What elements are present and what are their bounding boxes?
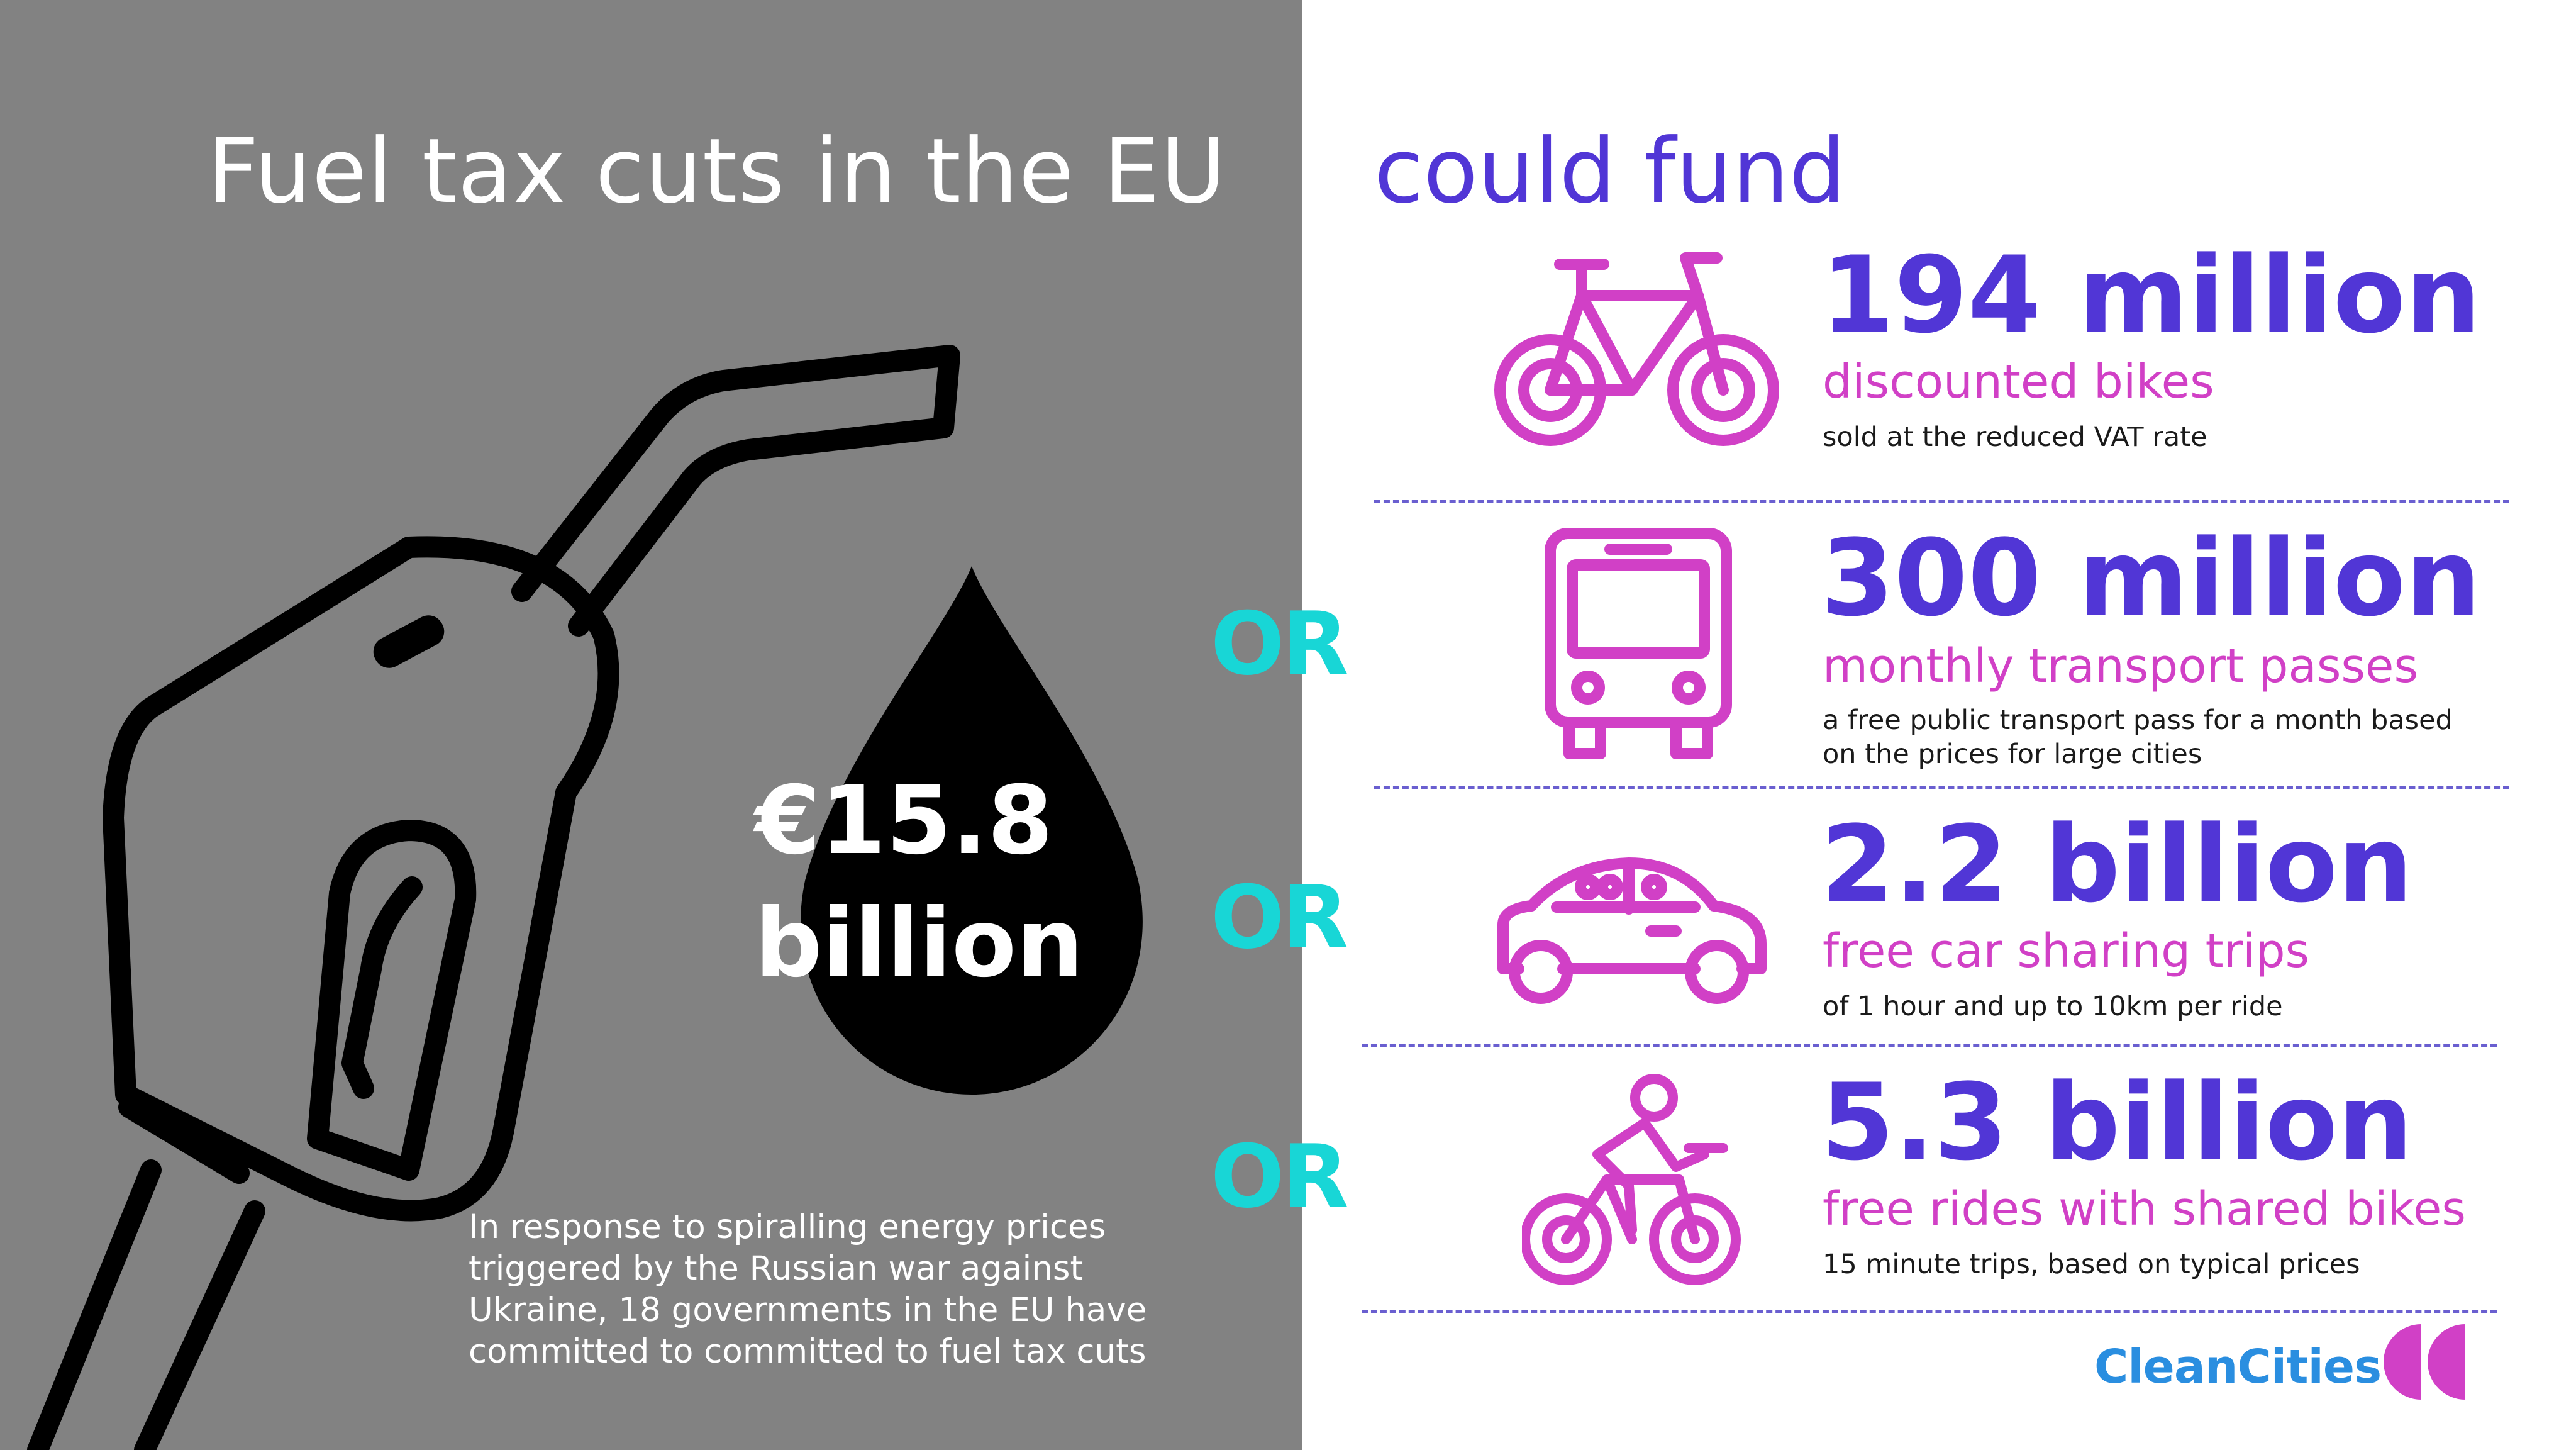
car-sharing-label: free car sharing trips bbox=[1823, 924, 2310, 978]
context-paragraph: In response to spiralling energy prices … bbox=[469, 1207, 1198, 1373]
cleancities-logo-icon bbox=[2384, 1324, 2465, 1400]
divider bbox=[1362, 1310, 2497, 1313]
cleancities-logo-text: CleanCities bbox=[2094, 1340, 2382, 1394]
car-sharing-value: 2.2 billion bbox=[1821, 803, 2413, 926]
bikes-label: discounted bikes bbox=[1823, 355, 2214, 409]
could-fund-heading: could fund bbox=[1374, 120, 1846, 223]
shared-bikes-note: 15 minute trips, based on typical prices bbox=[1823, 1247, 2360, 1281]
fuel-nozzle-icon bbox=[27, 345, 960, 1450]
context-line: triggered by the Russian war against bbox=[469, 1249, 1084, 1288]
transport-passes-value: 300 million bbox=[1821, 516, 2481, 640]
left-panel: Fuel tax cuts in the EU €15.8 billion In… bbox=[0, 0, 1302, 1450]
note-line: of 1 hour and up to 10km per ride bbox=[1823, 991, 2283, 1022]
divider bbox=[1374, 500, 2509, 503]
or-label: OR bbox=[1211, 1126, 1349, 1227]
shared-bikes-label: free rides with shared bikes bbox=[1823, 1182, 2466, 1236]
divider bbox=[1362, 1044, 2497, 1047]
right-panel bbox=[1302, 0, 2576, 1450]
fuel-tax-amount-unit: billion bbox=[755, 889, 1084, 998]
note-line: 15 minute trips, based on typical prices bbox=[1823, 1249, 2360, 1280]
oil-drop-icon bbox=[801, 566, 1143, 1095]
cyclist-icon bbox=[1522, 1074, 1741, 1285]
context-line: In response to spiralling energy prices bbox=[469, 1208, 1106, 1246]
transport-passes-label: monthly transport passes bbox=[1823, 639, 2419, 693]
context-line: committed to committed to fuel tax cuts bbox=[469, 1332, 1146, 1371]
note-line: on the prices for large cities bbox=[1823, 739, 2202, 770]
note-line: sold at the reduced VAT rate bbox=[1823, 421, 2207, 453]
fuel-tax-amount: €15.8 bbox=[755, 766, 1053, 876]
bus-icon bbox=[1545, 528, 1732, 759]
bikes-note: sold at the reduced VAT rate bbox=[1823, 420, 2207, 454]
divider bbox=[1374, 786, 2509, 789]
bike-icon bbox=[1494, 252, 1779, 446]
page-title: Fuel tax cuts in the EU bbox=[208, 120, 1227, 223]
car-icon bbox=[1497, 857, 1767, 1004]
bikes-value: 194 million bbox=[1821, 233, 2481, 357]
or-label: OR bbox=[1211, 593, 1349, 694]
note-line: a free public transport pass for a month… bbox=[1823, 705, 2453, 736]
car-sharing-note: of 1 hour and up to 10km per ride bbox=[1823, 990, 2283, 1023]
context-line: Ukraine, 18 governments in the EU have bbox=[469, 1291, 1147, 1329]
or-label: OR bbox=[1211, 867, 1349, 968]
transport-passes-note: a free public transport pass for a month… bbox=[1823, 703, 2453, 771]
shared-bikes-value: 5.3 billion bbox=[1821, 1061, 2413, 1184]
